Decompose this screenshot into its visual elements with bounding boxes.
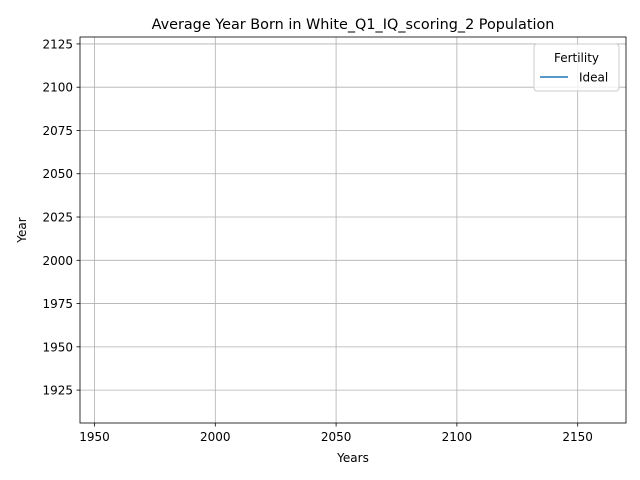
x-axis: 1950 2000 2050 2100 2150 [79,423,593,444]
legend: Fertility Ideal [533,43,620,92]
legend-box [533,43,620,92]
y-tick-label: 2025 [42,211,73,225]
y-axis: 1925 1950 1975 2000 2025 2050 2075 2100 2125 [42,37,80,398]
x-tick-label: 1950 [79,430,110,444]
legend-label: Ideal [579,71,608,85]
x-tick-label: 2000 [200,430,231,444]
y-tick-label: 1975 [42,297,73,311]
x-tick-label: 2050 [321,430,352,444]
grid [80,37,626,423]
legend-entries: Ideal [540,71,608,85]
x-tick-label: 2150 [562,430,593,444]
x-axis-label: Years [336,451,369,465]
legend-title: Fertility [554,51,599,65]
y-tick-label: 2075 [42,124,73,138]
y-tick-label: 2100 [42,81,73,95]
x-tick-label: 2100 [442,430,473,444]
y-tick-label: 2050 [42,167,73,181]
y-tick-label: 2125 [42,37,73,51]
y-tick-label: 2000 [42,254,73,268]
y-tick-label: 1950 [42,340,73,354]
chart-title: Average Year Born in White_Q1_IQ_scoring… [152,17,555,33]
y-tick-label: 1925 [42,384,73,398]
y-axis-label: Year [15,217,29,243]
plot-area [79,36,627,424]
